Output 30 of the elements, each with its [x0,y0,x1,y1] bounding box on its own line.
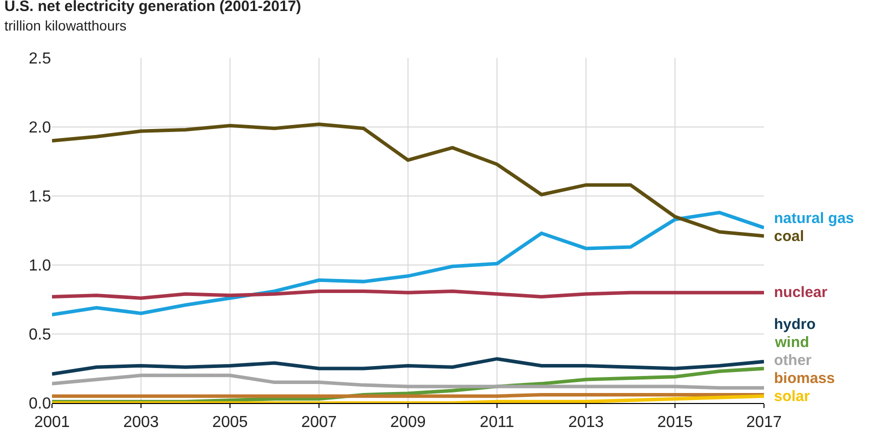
line-series [52,357,764,376]
x-tick-label: 2017 [746,414,782,432]
y-tick-label: 0.0 [28,396,52,413]
series-label: coal [774,228,804,245]
series-label: biomass [774,370,835,387]
line-series [52,289,764,300]
y-tick-label: 2.0 [28,120,52,137]
text: hydro [774,316,816,333]
line-series [52,210,764,316]
y-tick-label: 1.5 [28,188,52,206]
x-tick-label: 2003 [123,414,159,432]
x-tick-label: 2005 [212,414,248,432]
x-tick-label: 2015 [657,414,693,432]
series-label: other [774,352,812,369]
chart-title: U.S. net electricity generation (2001-2017) [4,0,302,16]
line-series [52,374,764,390]
chart-subtitle: trillion kilowatthours [4,18,127,34]
y-tick-label: 0.5 [28,326,52,344]
series-label: solar [774,388,810,405]
y-tick-label: 2.5 [28,50,52,68]
x-tick-label: 2013 [568,414,604,432]
x-tick-label: 2009 [390,414,426,432]
series-label: natural gas [774,210,854,227]
x-tick-label: 2011 [480,414,514,432]
line-series [52,122,764,238]
x-tick-label: 2001 [34,414,70,432]
x-tick-label: 2007 [301,414,337,432]
series-label: wind [774,334,810,351]
y-tick-label: 1.0 [28,258,52,275]
series-label: nuclear [774,284,828,301]
